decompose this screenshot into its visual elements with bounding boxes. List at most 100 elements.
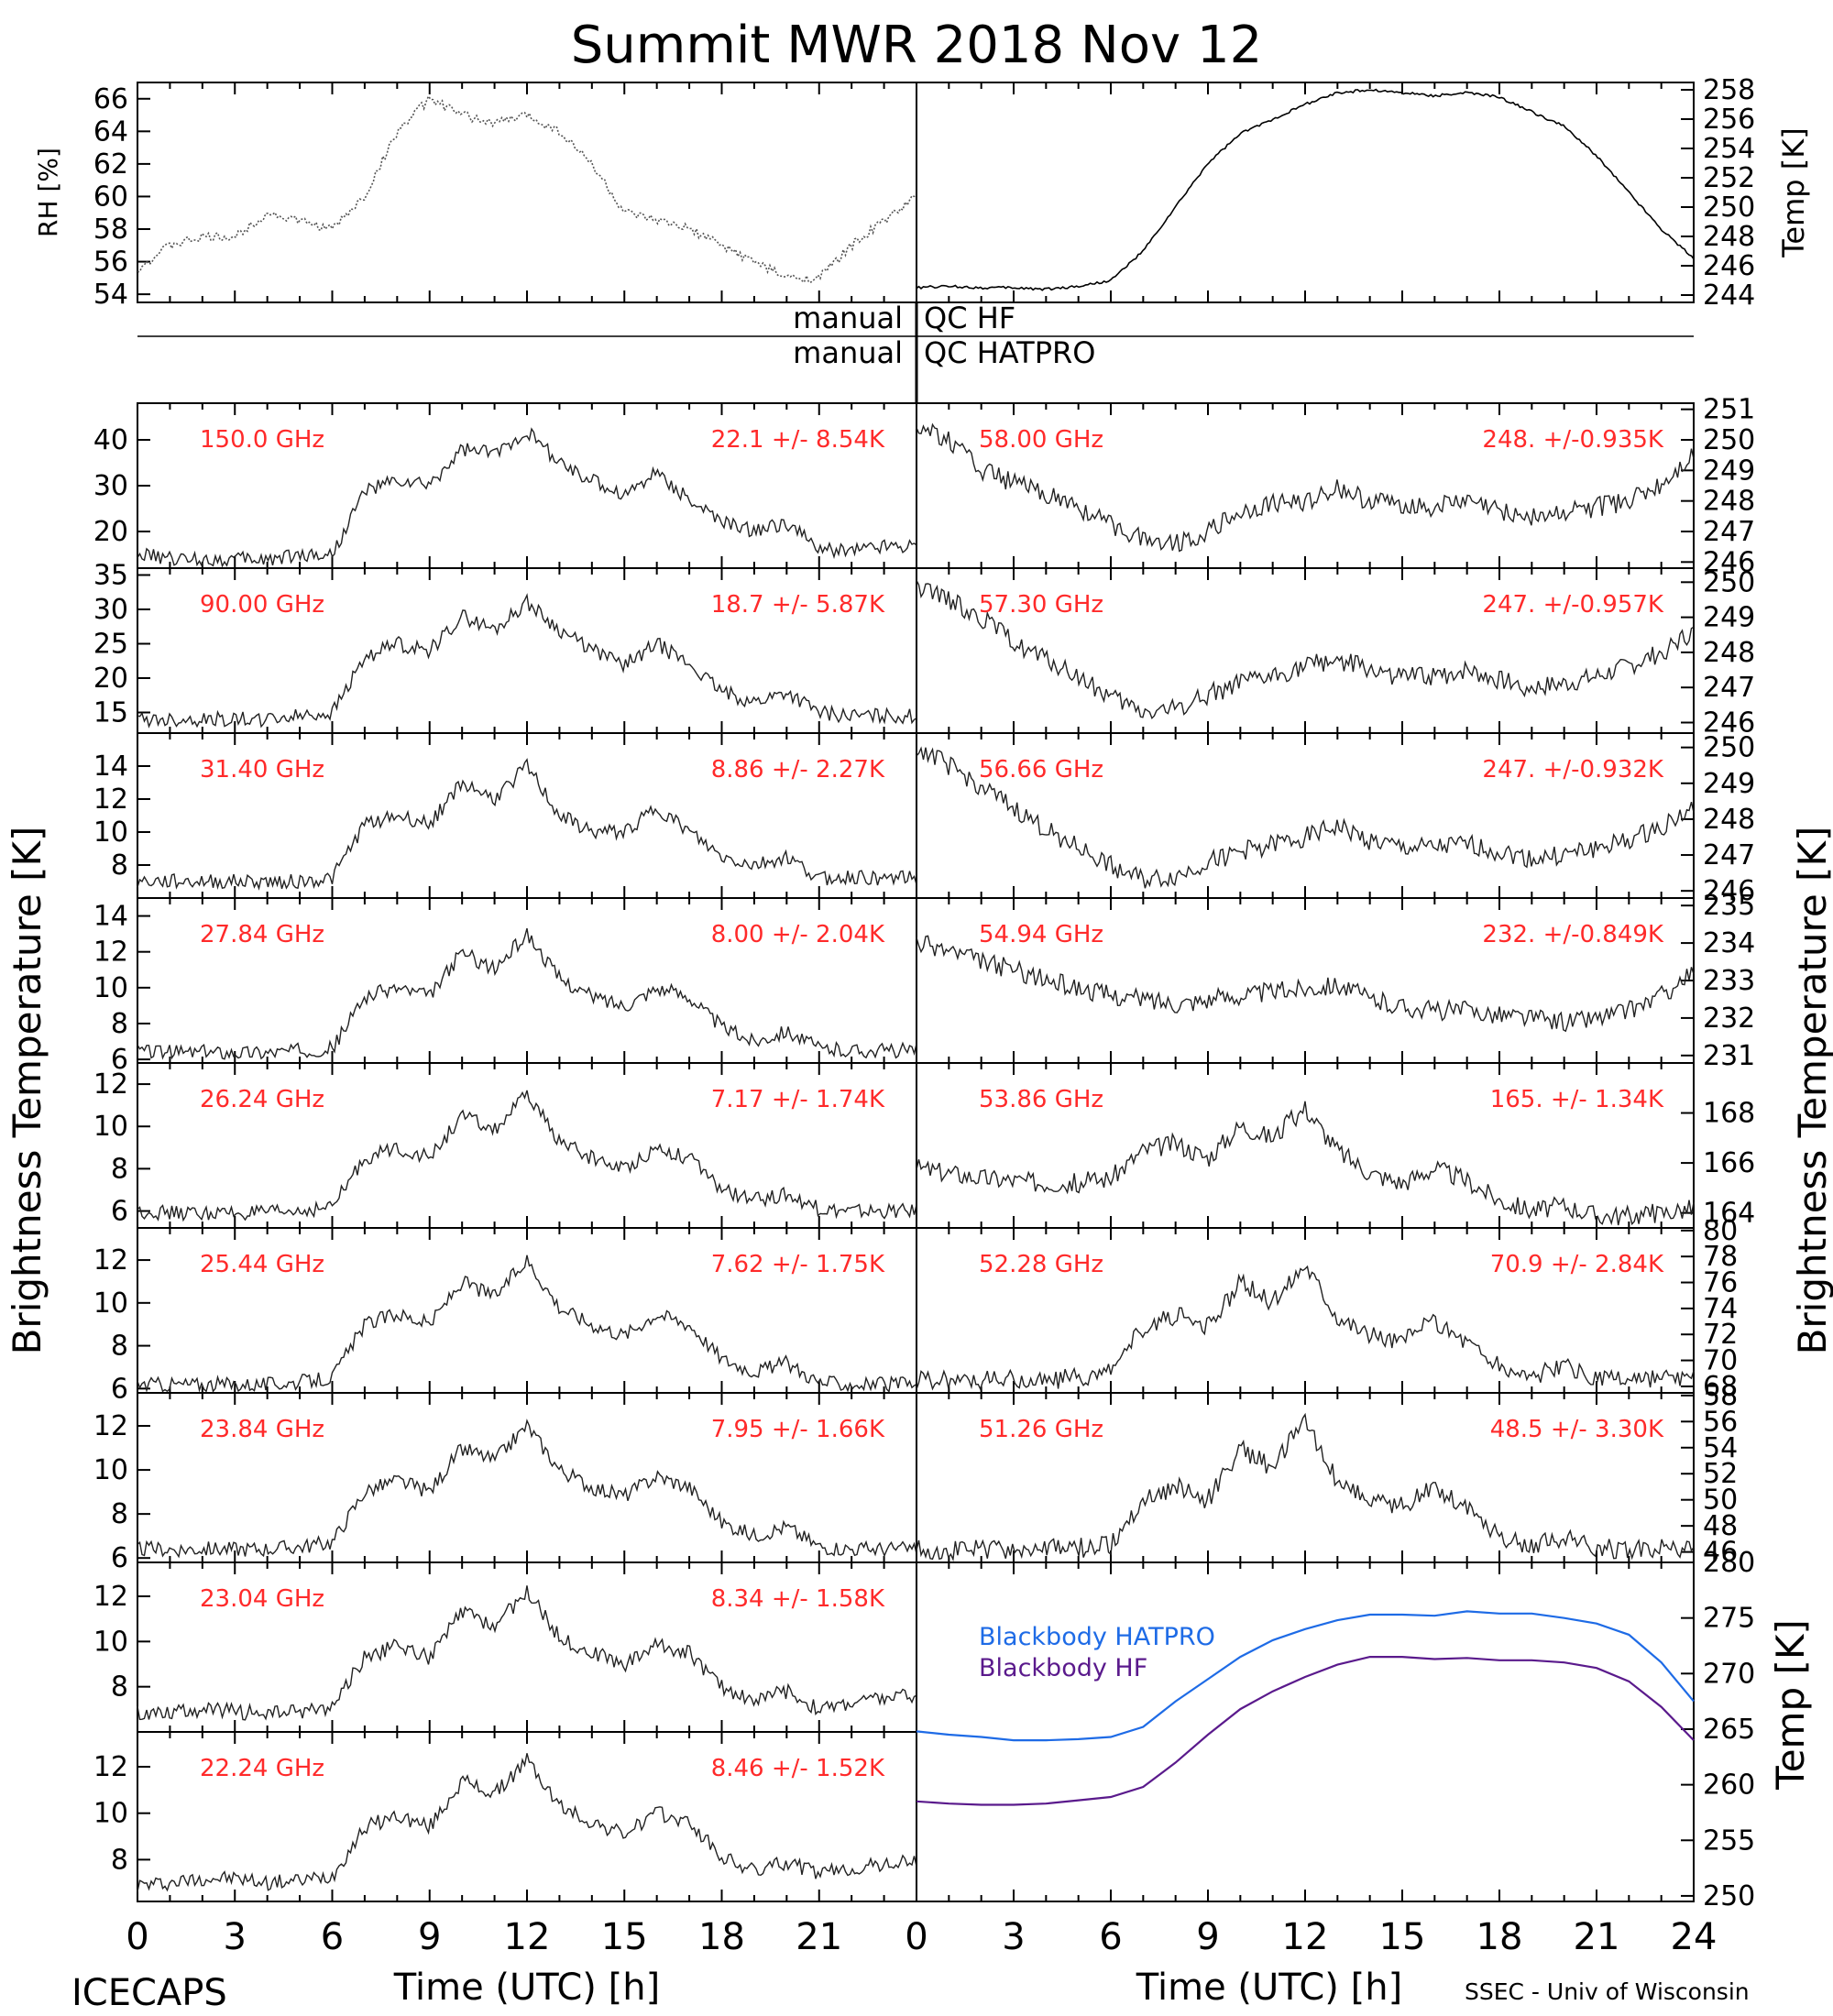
y-tick-label: 6 [111, 1044, 128, 1076]
y-tick-label: 10 [93, 972, 128, 1004]
x-tick-label-left: 15 [601, 1916, 648, 1958]
y-tick-label: 76 [1703, 1267, 1738, 1299]
y-tick-label: 248 [1703, 221, 1755, 253]
left-panel-series [137, 927, 917, 1060]
x-tick-label-right: 18 [1476, 1916, 1523, 1958]
y-tick-label: 10 [93, 1626, 128, 1658]
figure-title: Summit MWR 2018 Nov 12 [571, 16, 1263, 75]
y-tick-label: 254 [1703, 133, 1755, 165]
y-tick-label: 78 [1703, 1241, 1738, 1273]
y-tick-label: 246 [1703, 707, 1755, 740]
left-panel-series [137, 1753, 917, 1892]
x-tick-label-right: 3 [1002, 1916, 1025, 1958]
y-tick-label: 25 [93, 629, 128, 661]
y-tick-label: 164 [1703, 1198, 1755, 1230]
right-panel-freq-label: 56.66 GHz [979, 756, 1103, 783]
left-panel-stat-label: 8.46 +/- 1.52K [711, 1755, 885, 1782]
right-panel-stat-label: 247. +/-0.957K [1482, 591, 1664, 619]
legend-blackbody-hf: Blackbody HF [979, 1654, 1147, 1682]
right-panel-series [916, 935, 1695, 1033]
x-tick-label-right: 24 [1671, 1916, 1718, 1958]
right-panel-series [916, 1101, 1695, 1226]
left-axis-label: Brightness Temperature [K] [5, 827, 49, 1355]
x-tick-label-right: 12 [1282, 1916, 1329, 1958]
x-tick-label-left: 18 [698, 1916, 745, 1958]
left-panel-freq-label: 26.24 GHz [200, 1086, 324, 1113]
x-axis-label-left: Time (UTC) [h] [393, 1967, 660, 2009]
x-tick-label-right: 15 [1379, 1916, 1426, 1958]
y-tick-label: 12 [93, 1751, 128, 1783]
y-tick-label: 8 [111, 1671, 128, 1704]
left-panel-series [137, 1419, 917, 1559]
y-tick-label: 58 [93, 214, 128, 246]
y-tick-label: 231 [1703, 1040, 1755, 1072]
left-panel-freq-label: 90.00 GHz [200, 591, 324, 619]
x-tick-label-left: 3 [224, 1916, 247, 1958]
y-tick-label: 10 [93, 1287, 128, 1320]
y-tick-label: 247 [1703, 839, 1755, 871]
y-tick-label: 74 [1703, 1293, 1738, 1325]
left-panel-stat-label: 8.86 +/- 2.27K [711, 756, 885, 783]
y-tick-label: 256 [1703, 104, 1755, 136]
y-tick-label: 247 [1703, 516, 1755, 548]
y-tick-label: 10 [93, 1111, 128, 1143]
right-panel-series [916, 579, 1695, 719]
y-tick-label: 166 [1703, 1147, 1755, 1179]
y-tick-label: 250 [1703, 1880, 1755, 1912]
blackbody-hf-line [916, 1656, 1695, 1806]
y-tick-label: 12 [93, 1068, 128, 1101]
y-tick-label: 60 [93, 181, 128, 213]
y-tick-label: 30 [93, 470, 128, 502]
qc-hatpro-manual-label: manual [793, 335, 903, 370]
left-panel-series [137, 1255, 917, 1393]
y-tick-label: 70 [1703, 1345, 1738, 1377]
y-tick-label: 233 [1703, 965, 1755, 997]
x-axis-label-right: Time (UTC) [h] [1136, 1967, 1402, 2009]
y-tick-label: 234 [1703, 927, 1755, 959]
rh-frame [137, 82, 917, 303]
x-tick-label-right: 9 [1196, 1916, 1219, 1958]
y-tick-label: 58 [1703, 1380, 1738, 1412]
y-tick-label: 46 [1703, 1537, 1738, 1569]
y-tick-label: 258 [1703, 74, 1755, 106]
y-tick-label: 232 [1703, 1003, 1755, 1035]
y-tick-label: 12 [93, 1581, 128, 1613]
left-panel-stat-label: 8.34 +/- 1.58K [711, 1585, 885, 1613]
left-panel-freq-label: 25.44 GHz [200, 1251, 324, 1278]
y-tick-label: 250 [1703, 566, 1755, 598]
y-tick-label: 249 [1703, 602, 1755, 634]
left-panel-freq-label: 31.40 GHz [200, 756, 324, 783]
x-tick-label-left: 9 [418, 1916, 441, 1958]
y-tick-label: 10 [93, 1798, 128, 1830]
x-tick-label-left: 12 [504, 1916, 551, 1958]
left-panel-stat-label: 18.7 +/- 5.87K [711, 591, 885, 619]
y-tick-label: 64 [93, 115, 128, 148]
y-tick-label: 280 [1703, 1547, 1755, 1579]
right-panel-stat-label: 48.5 +/- 3.30K [1490, 1416, 1664, 1443]
y-tick-label: 250 [1703, 424, 1755, 456]
y-tick-label: 251 [1703, 394, 1755, 426]
y-tick-label: 250 [1703, 192, 1755, 224]
y-tick-label: 12 [93, 1244, 128, 1276]
right-panel-freq-label: 57.30 GHz [979, 591, 1103, 619]
y-tick-label: 6 [111, 1373, 128, 1405]
y-tick-label: 10 [93, 1454, 128, 1486]
y-tick-label: 248 [1703, 804, 1755, 836]
blackbody-hatpro-line [916, 1610, 1695, 1742]
right-axis-label: Brightness Temperature [K] [1790, 827, 1833, 1355]
y-tick-label: 235 [1703, 890, 1755, 922]
y-tick-label: 80 [1703, 1215, 1738, 1247]
y-tick-label: 275 [1703, 1603, 1755, 1635]
qc-hatpro-label: QC HATPRO [924, 335, 1095, 370]
footer-left: ICECAPS [71, 1972, 227, 2014]
y-tick-label: 72 [1703, 1319, 1738, 1351]
blackbody-frame [916, 1561, 1695, 1902]
y-tick-label: 62 [93, 148, 128, 181]
left-panel-series [137, 758, 917, 891]
x-tick-label-left: 0 [126, 1916, 148, 1958]
y-tick-label: 66 [93, 83, 128, 115]
y-tick-label: 56 [93, 247, 128, 279]
y-tick-label: 12 [93, 937, 128, 969]
x-tick-label-right: 0 [905, 1916, 927, 1958]
left-panel-stat-label: 22.1 +/- 8.54K [711, 426, 885, 454]
